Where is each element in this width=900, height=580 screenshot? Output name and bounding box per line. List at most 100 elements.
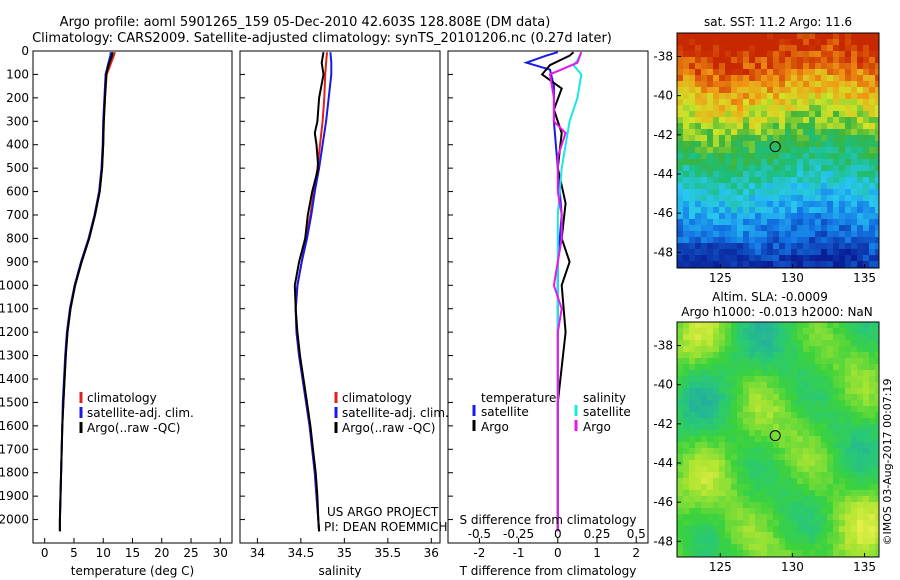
map-cell — [737, 406, 743, 412]
map-cell — [749, 231, 755, 237]
map-cell — [701, 400, 707, 406]
map-cell — [809, 328, 815, 334]
map-cell — [731, 123, 737, 129]
map-cell — [869, 352, 875, 358]
map-cell — [779, 370, 785, 376]
y-tick-label: 1000 — [0, 278, 29, 292]
map-cell — [713, 418, 719, 424]
map-cell — [695, 478, 701, 484]
map-cell — [695, 460, 701, 466]
map-cell — [773, 340, 779, 346]
map-cell — [869, 189, 875, 195]
map-cell — [767, 153, 773, 159]
map-cell — [773, 231, 779, 237]
map-cell — [779, 532, 785, 538]
map-cell — [791, 418, 797, 424]
legend-label: Argo(..raw -QC) — [342, 421, 435, 435]
map-cell — [869, 484, 875, 490]
map-cell — [827, 81, 833, 87]
map-cell — [839, 93, 845, 99]
map-cell — [863, 502, 869, 508]
map-cell — [857, 436, 863, 442]
map-cell — [761, 514, 767, 520]
map-cell — [695, 261, 701, 267]
map-cell — [827, 165, 833, 171]
map-cell — [701, 322, 707, 328]
map-cell — [707, 135, 713, 141]
map-cell — [851, 33, 857, 39]
map-cell — [791, 538, 797, 544]
map-cell — [713, 454, 719, 460]
map-cell — [869, 165, 875, 171]
map-cell — [845, 123, 851, 129]
map-cell — [677, 466, 683, 472]
map-cell — [809, 502, 815, 508]
map-cell — [821, 159, 827, 165]
map-cell — [791, 201, 797, 207]
map-cell — [803, 87, 809, 93]
map-cell — [707, 550, 713, 556]
map-cell — [851, 39, 857, 45]
map-cell — [785, 57, 791, 63]
map-cell — [725, 334, 731, 340]
map-cell — [707, 388, 713, 394]
map-cell — [725, 550, 731, 556]
map-cell — [839, 153, 845, 159]
map-cell — [749, 478, 755, 484]
map-cell — [695, 328, 701, 334]
map-cell — [785, 418, 791, 424]
map-cell — [749, 340, 755, 346]
map-cell — [677, 442, 683, 448]
map-cell — [689, 177, 695, 183]
map-cell — [713, 394, 719, 400]
map-cell — [821, 111, 827, 117]
map-cell — [773, 484, 779, 490]
map-cell — [677, 502, 683, 508]
map-cell — [707, 111, 713, 117]
map-cell — [725, 261, 731, 267]
map-cell — [755, 358, 761, 364]
map-cell — [725, 51, 731, 57]
map-cell — [761, 225, 767, 231]
map-cell — [767, 550, 773, 556]
map-cell — [863, 442, 869, 448]
map-cell — [875, 135, 879, 141]
map-cell — [803, 466, 809, 472]
map-cell — [839, 526, 845, 532]
map-cell — [731, 225, 737, 231]
map-cell — [725, 490, 731, 496]
map-cell — [695, 87, 701, 93]
map-cell — [863, 454, 869, 460]
map-cell — [731, 135, 737, 141]
map-cell — [677, 207, 683, 213]
map-cell — [773, 159, 779, 165]
x-tick-label: 2 — [632, 546, 640, 560]
map-cell — [725, 45, 731, 51]
x-tick-label: 15 — [125, 546, 140, 560]
map-cell — [875, 153, 879, 159]
map-cell — [701, 472, 707, 478]
map-cell — [761, 237, 767, 243]
map-cell — [815, 550, 821, 556]
map-cell — [707, 484, 713, 490]
map-cell — [821, 183, 827, 189]
map-cell — [815, 165, 821, 171]
map-cell — [857, 51, 863, 57]
map-cell — [773, 328, 779, 334]
map-cell — [761, 57, 767, 63]
map-cell — [863, 520, 869, 526]
map-cell — [779, 249, 785, 255]
map-cell — [869, 171, 875, 177]
map-cell — [869, 75, 875, 81]
map-cell — [821, 358, 827, 364]
map-cell — [677, 364, 683, 370]
map-cell — [683, 39, 689, 45]
map-cell — [743, 117, 749, 123]
map-cell — [725, 364, 731, 370]
map-cell — [683, 460, 689, 466]
map-cell — [815, 364, 821, 370]
map-cell — [683, 514, 689, 520]
map-cell — [815, 141, 821, 147]
map-cell — [737, 472, 743, 478]
map-cell — [713, 424, 719, 430]
